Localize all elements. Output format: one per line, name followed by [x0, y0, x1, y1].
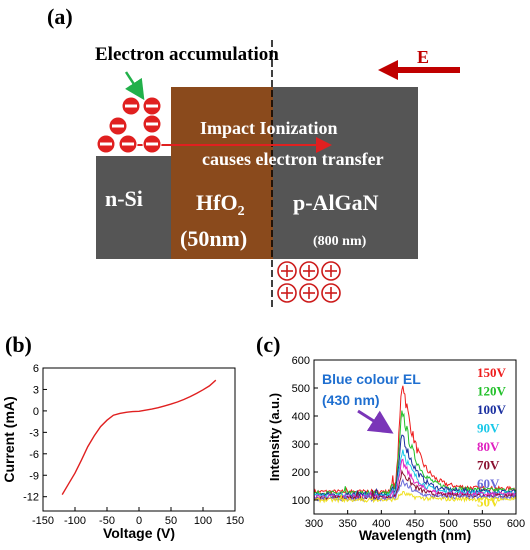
legend-120V: 120V: [477, 384, 507, 399]
electron: [96, 134, 116, 154]
spectrum-50V: [313, 491, 517, 504]
impact-ionization-line1: Impact Ionization: [200, 118, 338, 138]
electron: [142, 96, 162, 116]
electron: [142, 114, 162, 134]
hole: [277, 283, 297, 303]
el-spectra-chart: 300 350 400 450 500 550 600 100 200 300 400 500 600 W…: [267, 355, 525, 543]
panel-c-label: (c): [256, 332, 280, 357]
y-tick-label: -12: [23, 492, 39, 504]
y-tick-label: 0: [33, 406, 39, 418]
electron: [118, 134, 138, 154]
y-tick-label: 6: [33, 363, 39, 375]
y-tick-label: 500: [292, 383, 310, 395]
x-tick-label: -100: [64, 515, 86, 527]
x-tick-label: 300: [305, 518, 323, 530]
legend-60V: 60V: [477, 476, 500, 491]
y-tick-label: 100: [292, 495, 310, 507]
legend-90V: 90V: [477, 421, 500, 436]
hfo2-layer: [171, 87, 273, 259]
field-e-label: E: [417, 47, 429, 67]
electron: [121, 96, 141, 116]
spectrum-150V: [313, 385, 517, 495]
hole: [321, 261, 341, 281]
holes-group: [277, 261, 341, 303]
hole: [277, 261, 297, 281]
annotation-wavelength: (430 nm): [322, 392, 380, 408]
x-tick-label: 500: [439, 518, 457, 530]
y-axis-label: Intensity (a.u.): [267, 393, 282, 481]
x-tick-label: 600: [507, 518, 525, 530]
y-tick-label: -3: [29, 427, 39, 439]
x-tick-label: 350: [338, 518, 356, 530]
y-tick-label: 400: [292, 411, 310, 423]
p-algan-layer: [273, 87, 418, 259]
y-tick-label: 200: [292, 467, 310, 479]
p-algan-thickness: (800 nm): [313, 234, 367, 249]
iv-chart: -150 -100 -50 0 50 100 150 -12 -9 -6 -3 0 3 6 Voltage …: [1, 363, 244, 541]
hfo2-thickness: (50nm): [180, 226, 247, 251]
y-tick-label: 3: [33, 384, 39, 396]
x-axis-label: Wavelength (nm): [359, 527, 471, 543]
legend-100V: 100V: [477, 402, 507, 417]
iv-curve: [61, 379, 217, 495]
panel-b: (b) -150 -100 -50 0 50 100 150 -12 -9 -6 -3 0 3 6 Volt…: [1, 332, 244, 541]
y-tick-label: 300: [292, 439, 310, 451]
annotation-blue-el: Blue colour EL: [322, 371, 421, 387]
panel-c: (c) 300 350 400 450 500 550 600 100 200 300 400 500…: [256, 332, 525, 543]
x-tick-label: 100: [194, 515, 212, 527]
p-algan-label: p-AlGaN: [293, 190, 379, 215]
electron: [108, 116, 128, 136]
accumulation-arrow: [124, 71, 145, 101]
x-tick-label: 150: [226, 515, 244, 527]
electron: [142, 134, 162, 154]
x-tick-label: -50: [99, 515, 115, 527]
hole: [299, 283, 319, 303]
spectrum-100V: [313, 434, 517, 498]
y-tick-label: -9: [29, 470, 39, 482]
annotation-arrow: [357, 409, 394, 434]
hole: [299, 261, 319, 281]
legend-80V: 80V: [477, 439, 500, 454]
panel-a-label: (a): [47, 4, 73, 29]
n-si-layer: [96, 156, 171, 259]
legend-50V: 50V: [477, 495, 500, 510]
hole: [321, 283, 341, 303]
x-tick-label: 450: [406, 518, 424, 530]
x-tick-label: -150: [32, 515, 54, 527]
n-si-label: n-Si: [105, 186, 143, 211]
y-axis-label: Current (mA): [1, 396, 17, 482]
y-tick-label: -6: [29, 449, 39, 461]
legend-150V: 150V: [477, 365, 507, 380]
y-tick-label: 600: [292, 355, 310, 367]
x-axis-label: Voltage (V): [103, 525, 175, 541]
panel-a: (a) n-Si HfO2 (50nm) p-AlGaN (800 nm) El…: [47, 4, 460, 310]
field-arrow-head: [378, 60, 398, 80]
spectrum-60V: [313, 478, 517, 503]
x-tick-label: 50: [165, 515, 177, 527]
x-tick-label: 550: [473, 518, 491, 530]
electrons-group: [96, 96, 162, 154]
x-tick-label: 0: [136, 515, 142, 527]
hfo2-label: HfO2: [196, 190, 245, 219]
panel-b-label: (b): [5, 332, 32, 357]
iv-plot-frame: [42, 367, 236, 512]
x-tick-label: 400: [372, 518, 390, 530]
electron-accumulation-label: Electron accumulation: [95, 44, 279, 65]
impact-ionization-line2: causes electron transfer: [202, 149, 384, 169]
legend-70V: 70V: [477, 458, 500, 473]
